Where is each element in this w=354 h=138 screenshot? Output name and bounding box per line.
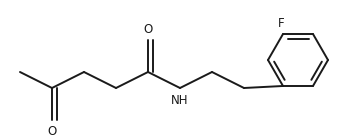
Text: O: O <box>47 125 57 138</box>
Text: NH: NH <box>171 94 189 107</box>
Text: F: F <box>278 17 284 30</box>
Text: O: O <box>143 23 153 36</box>
